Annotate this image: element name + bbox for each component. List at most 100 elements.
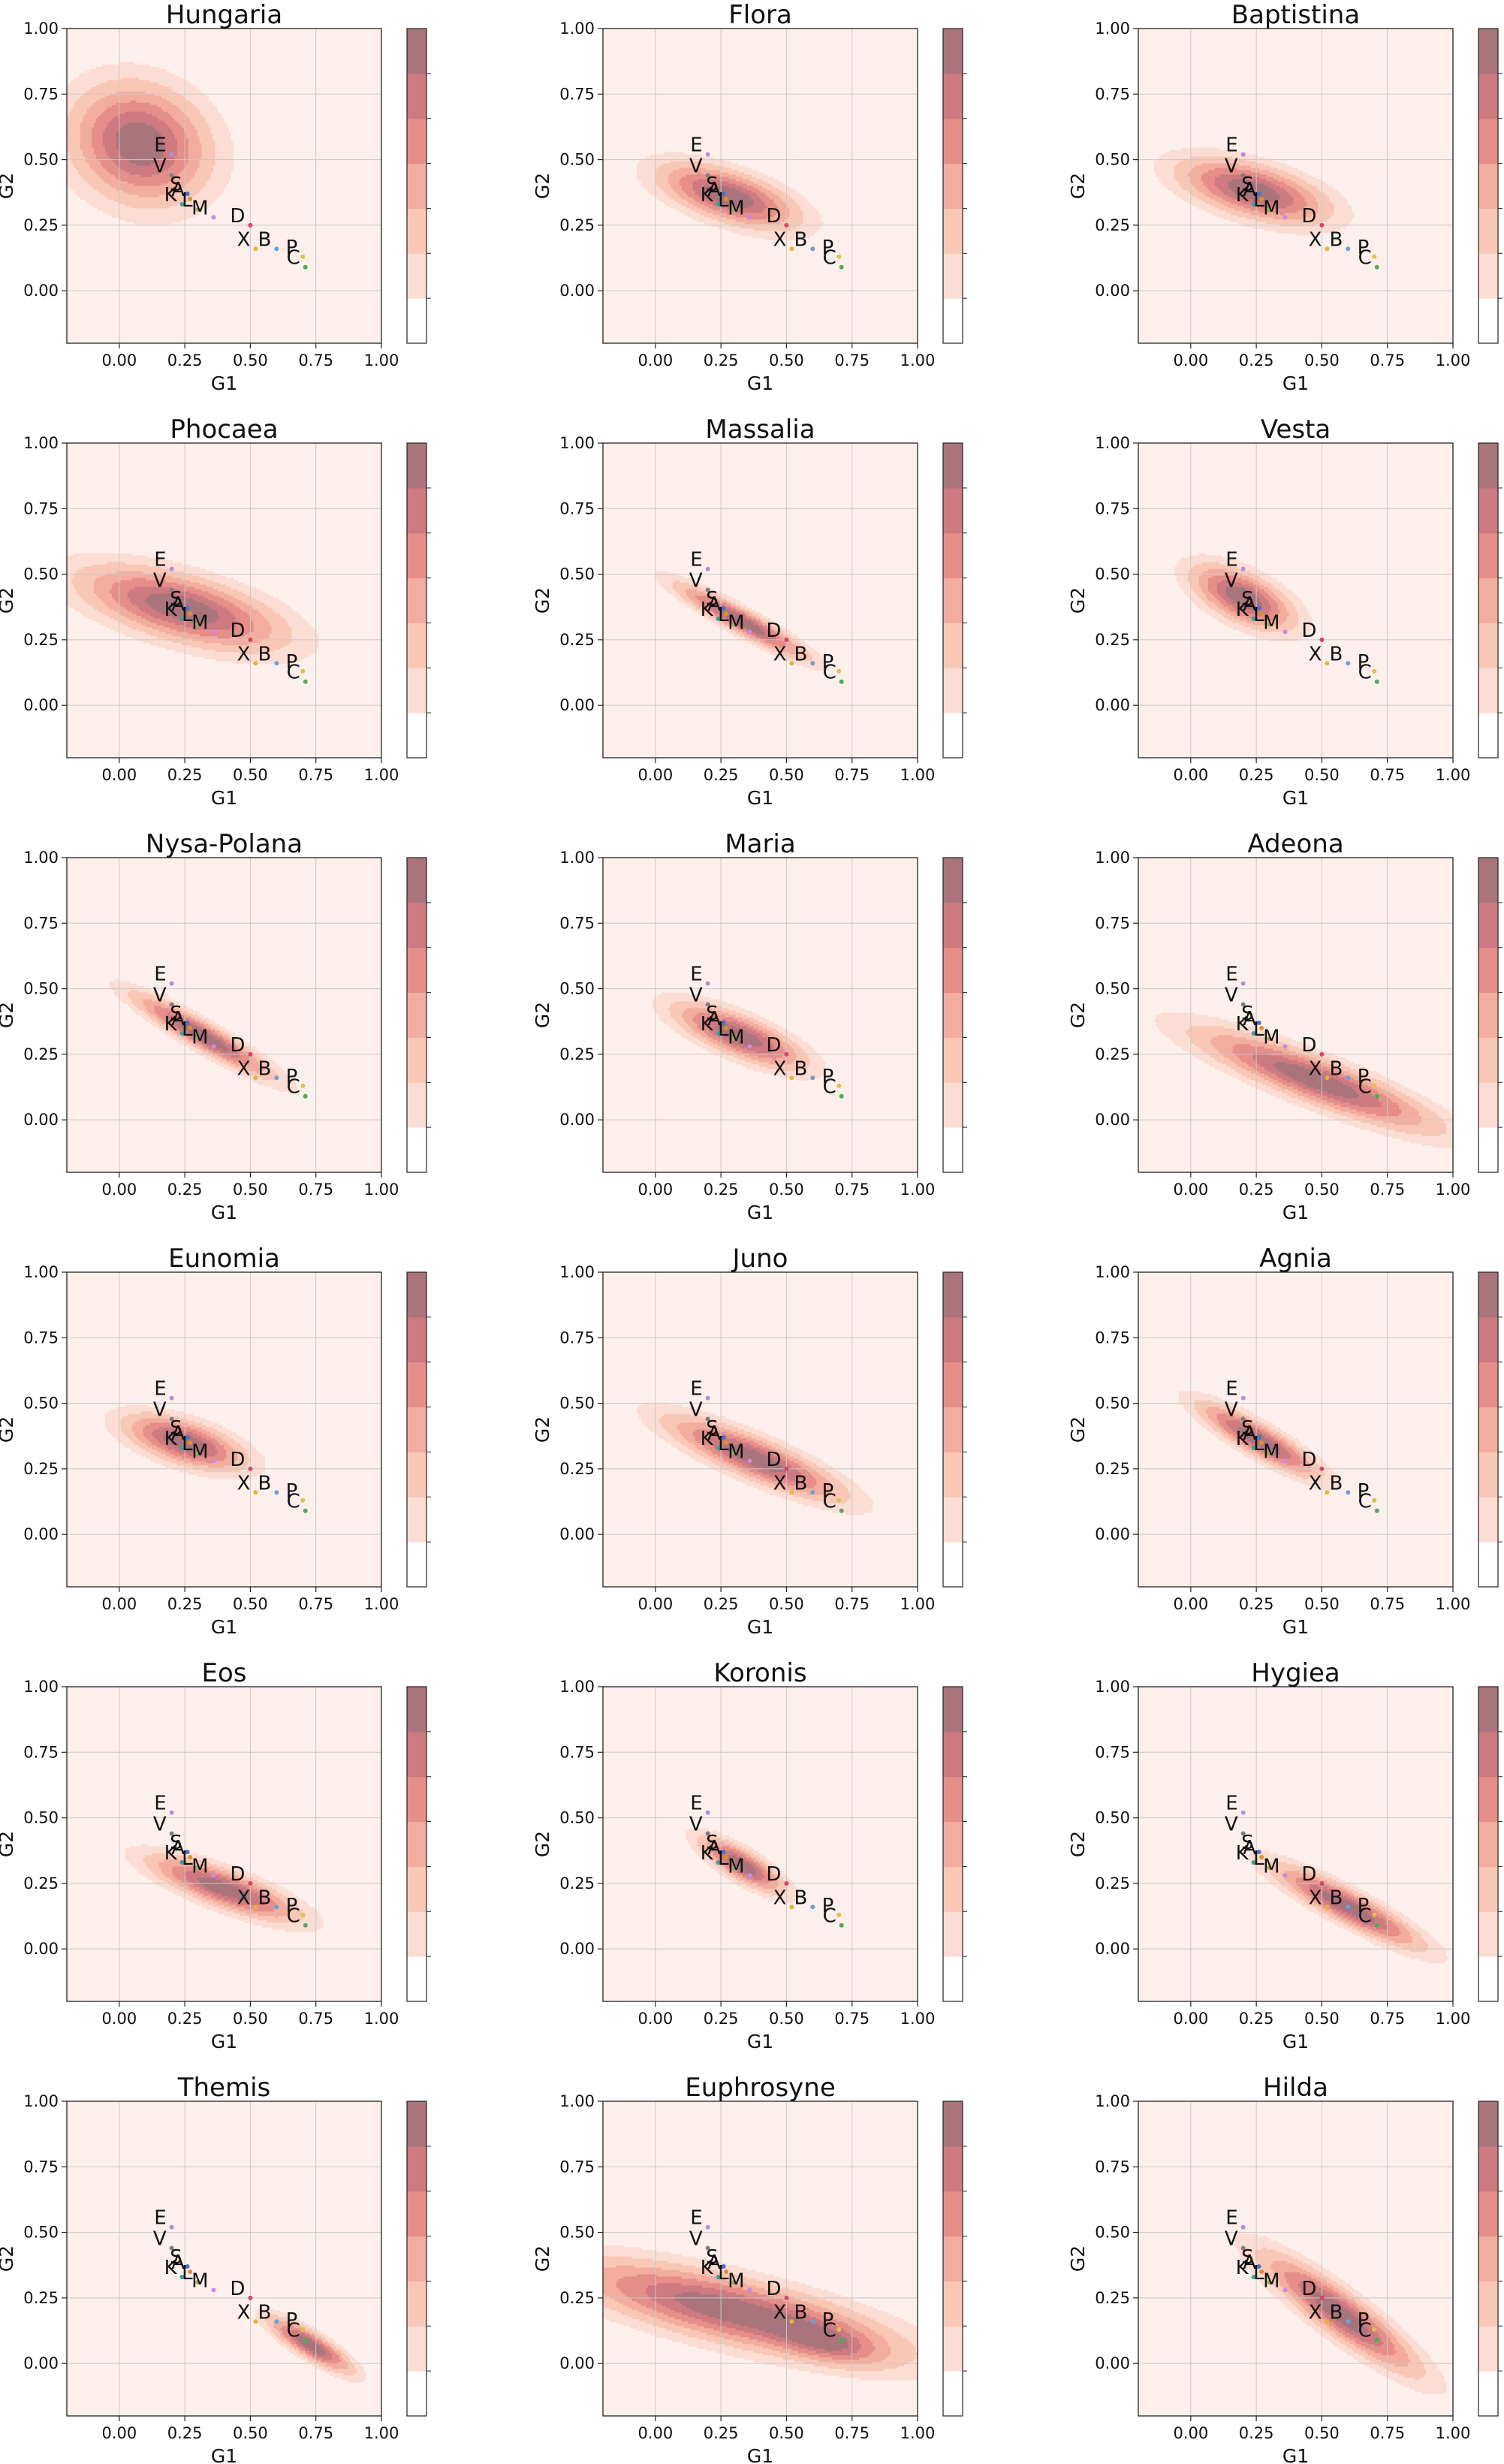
class-label-d: D [766,1449,781,1471]
y-tick-label: 0.75 [23,499,59,517]
class-marker-m [1282,1044,1288,1049]
class-label-m: M [728,1855,744,1877]
y-axis-label: G2 [532,2245,553,2272]
class-marker-k [179,1445,185,1450]
class-label-d: D [766,1034,781,1057]
class-label-l: L [1253,2262,1264,2285]
y-tick-label: 0.25 [559,216,595,234]
colorbar-segment [943,1821,963,1867]
class-marker-d [784,1880,789,1886]
class-marker-s [1256,1020,1261,1025]
colorbar-segment [943,208,963,254]
class-marker-x [789,1905,794,1910]
y-tick-label: 1.00 [1095,434,1130,452]
class-marker-l [195,2279,200,2285]
y-tick-label: 0.50 [1095,980,1130,998]
class-label-m: M [191,197,208,219]
y-axis-label: G2 [532,1002,553,1028]
class-marker-a [1259,1440,1264,1445]
class-label-a: A [1243,1422,1256,1445]
class-marker-p [300,254,306,259]
y-axis-label: G2 [1067,2245,1089,2272]
colorbar-segment [1478,2146,1498,2192]
class-label-x: X [237,228,251,251]
class-label-x: X [237,643,251,665]
x-tick-label: 0.00 [101,2010,137,2028]
axes-frame [1138,2101,1454,2417]
class-label-d: D [1301,1034,1316,1057]
class-label-d: D [766,205,781,228]
colorbar-segment [407,2281,426,2327]
class-label-k: K [164,2257,178,2279]
class-marker-c [1374,1093,1379,1099]
class-label-v: V [153,985,167,1007]
colorbar-segment [1478,2326,1498,2372]
y-tick-label: 0.50 [1095,2224,1130,2242]
class-label-l: L [1253,1847,1264,1870]
class-label-x: X [773,1057,787,1080]
axes-frame [66,857,382,1173]
class-label-b: B [258,2301,271,2324]
x-axis-label: G1 [747,787,773,809]
colorbar-segment [943,1497,963,1543]
class-label-d: D [230,1034,245,1057]
class-label-x: X [773,1472,787,1494]
y-tick-label: 0.75 [1095,2158,1130,2176]
class-marker-m [211,629,216,635]
class-label-a: A [171,1422,185,1445]
colorbar-segment [407,858,426,903]
x-tick-label: 0.25 [1239,1181,1274,1199]
x-tick-label: 0.25 [1239,766,1274,784]
colorbar-segment [407,1082,426,1128]
x-tick-label: 0.50 [1304,2424,1340,2442]
y-axis-label: G2 [0,587,17,614]
class-label-p: P [1358,237,1370,259]
x-axis-label: G1 [1282,787,1309,809]
axes-frame [602,442,918,759]
x-tick-label: 0.00 [637,2424,673,2442]
colorbar-segment [1478,1316,1498,1363]
class-label-s: S [170,1417,182,1440]
x-tick-label: 1.00 [900,1181,936,1199]
x-axis-label: G1 [747,2031,773,2052]
y-tick-label: 0.00 [1095,282,1130,300]
class-label-b: B [258,1886,271,1909]
plot-background [67,858,381,1172]
x-tick-label: 0.75 [298,2010,333,2028]
x-tick-label: 0.75 [834,766,870,784]
x-axis-label: G1 [1282,372,1309,394]
class-label-e: E [690,1378,702,1401]
class-marker-x [789,1075,794,1081]
class-marker-l [195,621,200,626]
class-marker-e [705,1395,710,1401]
x-tick-label: 0.50 [233,351,268,369]
colorbar-segment [407,1127,426,1173]
class-label-l: L [718,604,729,626]
colorbar-segment [407,1731,426,1778]
colorbar-frame [406,857,427,1173]
y-axis-label: G2 [0,2245,17,2272]
x-tick-label: 1.00 [900,2424,936,2442]
axes-frame [66,2101,382,2417]
class-marker-l [1267,1450,1272,1455]
class-label-b: B [1329,1057,1343,1080]
class-marker-x [789,1490,794,1495]
class-label-k: K [1236,2257,1249,2279]
panel-title: Hygiea [1251,1658,1340,1688]
class-label-v: V [689,1814,703,1836]
panel-title: Koronis [713,1658,806,1688]
x-tick-label: 0.75 [1370,766,1405,784]
class-label-b: B [794,2301,807,2324]
colorbar-segment [407,713,426,759]
class-marker-x [253,1490,258,1495]
class-marker-p [836,1912,842,1917]
class-label-c: C [287,247,300,270]
class-marker-s [1256,191,1261,196]
class-label-x: X [1309,1886,1322,1909]
y-tick-label: 0.25 [23,1045,59,1063]
x-axis-label: G1 [747,2445,773,2464]
class-label-s: S [706,173,719,196]
x-tick-label: 0.00 [637,351,673,369]
class-marker-b [810,2319,815,2324]
